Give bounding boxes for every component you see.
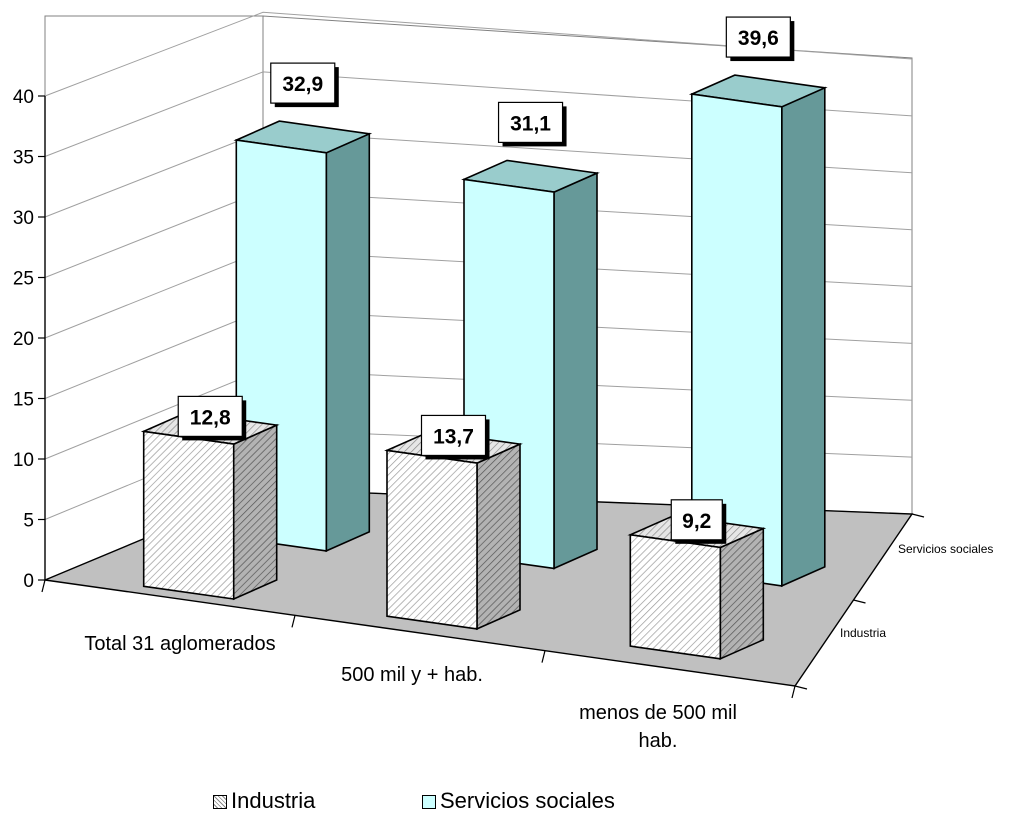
legend-item-industria: Industria — [213, 788, 315, 814]
value-label-industria-0: 12,8 — [190, 406, 231, 429]
y-tick-label-0: 0 — [23, 571, 34, 592]
y-tick-label-10: 10 — [13, 450, 34, 471]
value-label-box-servicios-2 — [725, 16, 791, 58]
chart-plot: 0 5 10 15 20 25 30 35 40 32,9 31,1 39,6 12,8 13,7 9,2 T… — [13, 11, 993, 752]
depth-tick-mark-1 — [853, 599, 866, 604]
bar-front-industria-0 — [142, 430, 235, 600]
value-label-servicios-2: 39,6 — [738, 27, 779, 50]
x-tick-label-2: menos de 500 mil hab. — [579, 702, 737, 752]
bar-side-industria-1 — [476, 442, 521, 631]
bar-front-industria-1 — [386, 449, 478, 630]
legend-item-servicios: Servicios sociales — [422, 788, 615, 814]
y-tick-label-25: 25 — [13, 269, 34, 290]
bar-side-servicios-2 — [780, 86, 826, 588]
value-label-box-servicios-0 — [270, 62, 336, 104]
legend-swatch-cyan-icon — [422, 795, 436, 809]
value-label-servicios-1: 31,1 — [510, 112, 551, 135]
value-label-box-industria-2 — [670, 499, 723, 541]
gridline-40 — [44, 11, 913, 97]
x-tick-mark-1 — [291, 615, 296, 628]
value-label-servicios-0: 32,9 — [282, 73, 323, 96]
y-tick-label-15: 15 — [13, 390, 34, 411]
value-label-box-industria-0 — [177, 395, 243, 437]
x-tick-mark-0 — [41, 579, 46, 593]
y-tick-label-20: 20 — [13, 329, 34, 350]
x-tick-label-0: Total 31 aglomerados — [84, 633, 275, 655]
bar-front-industria-2 — [629, 533, 722, 660]
legend-swatch-hatch-icon — [213, 795, 227, 809]
x-tick-mark-3 — [791, 685, 796, 699]
legend: Industria Servicios sociales — [0, 780, 1022, 820]
bar-side-industria-2 — [719, 527, 765, 661]
y-tick-label-5: 5 — [23, 511, 34, 532]
bar-side-servicios-1 — [553, 171, 598, 570]
depth-tick-mark-0 — [794, 685, 808, 690]
y-tick-label-35: 35 — [13, 148, 34, 169]
depth-tick-mark-2 — [911, 513, 925, 518]
y-tick-label-40: 40 — [13, 87, 34, 108]
legend-label-industria: Industria — [231, 788, 316, 813]
value-label-box-industria-1 — [420, 414, 487, 457]
depth-label-0: Industria — [840, 626, 886, 640]
value-label-box-servicios-1 — [497, 101, 564, 144]
depth-label-1: Servicios sociales — [898, 542, 993, 556]
x-tick-mark-2 — [541, 650, 546, 663]
value-label-industria-2: 9,2 — [682, 510, 711, 533]
x-tick-label-1: 500 mil y + hab. — [341, 664, 483, 686]
legend-label-servicios: Servicios sociales — [440, 788, 615, 813]
bar-side-industria-0 — [232, 423, 278, 601]
bar-side-servicios-0 — [325, 132, 371, 553]
y-tick-label-30: 30 — [13, 208, 34, 229]
value-label-industria-1: 13,7 — [433, 425, 474, 448]
